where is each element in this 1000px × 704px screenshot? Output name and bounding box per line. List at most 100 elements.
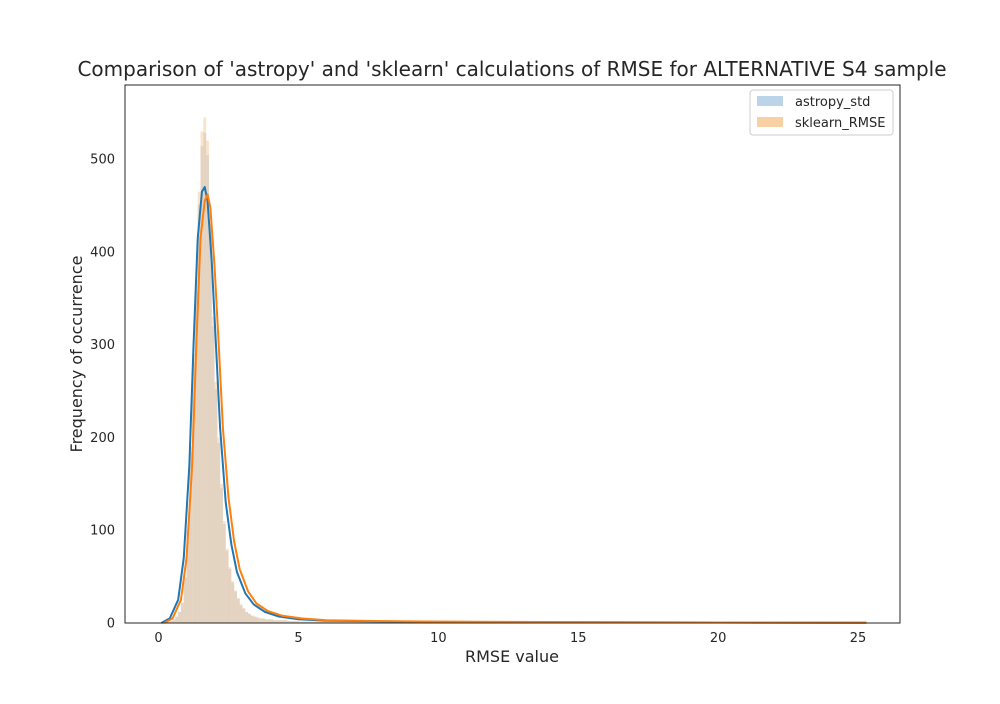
histogram-bar	[220, 483, 223, 623]
legend-label-astropy: astropy_std	[795, 95, 870, 110]
histogram-bar	[292, 621, 296, 623]
histogram-bar	[248, 613, 251, 623]
legend-box	[749, 89, 894, 136]
histogram-bar	[178, 611, 181, 623]
y-tick-label: 0	[107, 617, 115, 632]
histogram-bar	[180, 602, 184, 623]
histogram-bar	[270, 619, 274, 623]
histogram-bar	[312, 621, 316, 623]
histogram-bar	[346, 621, 349, 623]
y-axis-label: Frequency of occurrence	[67, 256, 86, 453]
histogram-bar	[225, 548, 229, 623]
histogram-bar	[351, 621, 355, 623]
kde-lines	[160, 186, 867, 624]
kde-line-sklearn_RMSE	[163, 193, 867, 624]
histogram-bar	[348, 621, 352, 623]
histogram-bar	[337, 621, 341, 623]
histogram-bar	[323, 621, 327, 623]
legend-swatch-astropy	[757, 96, 783, 106]
x-axis-label: RMSE value	[465, 647, 559, 666]
histogram-bar	[360, 621, 363, 623]
histogram-bar	[320, 621, 324, 623]
x-tick-label: 25	[850, 631, 867, 646]
histogram-bar	[256, 617, 260, 623]
x-tick-label: 10	[430, 631, 447, 646]
y-axis-ticks: 0 100 200 300 400 500	[90, 153, 115, 632]
x-tick-label: 0	[154, 631, 162, 646]
histogram-bar	[371, 621, 375, 623]
histogram-bar	[234, 590, 237, 623]
y-tick-label: 100	[90, 524, 115, 539]
x-tick-label: 20	[710, 631, 727, 646]
histogram-bar	[214, 381, 218, 623]
histogram-bar	[304, 621, 307, 623]
histogram-bar	[236, 597, 240, 623]
chart-title: Comparison of 'astropy' and 'sklearn' ca…	[77, 57, 946, 81]
histogram-bar	[354, 621, 358, 623]
histogram-bar	[306, 621, 310, 623]
histogram-bar	[309, 621, 313, 623]
histogram-bar	[228, 567, 232, 623]
histogram-bar	[290, 621, 293, 623]
histogram-bar	[343, 621, 347, 623]
histogram-bar	[368, 621, 372, 623]
histogram-bar	[259, 618, 263, 623]
histogram-bar	[245, 611, 249, 623]
y-tick-label: 400	[90, 245, 115, 260]
histogram-bar	[334, 621, 338, 623]
histogram-bar	[183, 576, 187, 623]
histogram-bar	[264, 619, 268, 623]
histogram-bar	[281, 620, 285, 623]
x-tick-label: 5	[294, 631, 302, 646]
histogram-bar	[186, 530, 190, 623]
histogram-bar	[194, 279, 198, 623]
histogram-bar	[301, 621, 305, 623]
histogram-bar	[376, 621, 380, 623]
histogram-bar	[222, 520, 226, 623]
histogram-bar	[211, 316, 215, 623]
x-tick-label: 15	[570, 631, 587, 646]
histogram-bar	[189, 446, 193, 623]
legend: astropy_std sklearn_RMSE	[749, 89, 894, 136]
histogram-bar	[242, 608, 246, 623]
plot-frame	[124, 84, 901, 624]
histogram-bar	[200, 131, 204, 623]
histogram-bar	[284, 620, 288, 623]
histogram-bar	[318, 621, 321, 623]
histogram-bar	[217, 437, 221, 623]
histogram-bar	[315, 621, 319, 623]
y-tick-label: 200	[90, 431, 115, 446]
histogram-bar	[262, 618, 265, 623]
histogram-bars	[164, 117, 867, 624]
histogram-bar	[362, 621, 366, 623]
histogram-bar	[329, 621, 333, 623]
histogram-bar	[278, 620, 282, 623]
histogram-bar	[332, 621, 335, 623]
legend-swatch-sklearn	[757, 117, 783, 127]
histogram-bar	[374, 621, 377, 623]
histogram-bar	[239, 604, 243, 623]
histogram-bar	[169, 621, 173, 623]
histogram-bar	[192, 354, 195, 623]
histogram-bar	[365, 621, 369, 623]
histogram-bar	[267, 619, 271, 623]
y-tick-label: 500	[90, 153, 115, 168]
histogram-bar	[273, 620, 277, 623]
histogram-bar	[287, 621, 291, 623]
y-tick-label: 300	[90, 338, 115, 353]
histogram-bar	[175, 616, 179, 623]
histogram-bar	[298, 621, 302, 623]
histogram-bar	[340, 621, 344, 623]
histogram-bar	[208, 224, 212, 623]
legend-label-sklearn: sklearn_RMSE	[795, 116, 885, 131]
histogram-bar	[231, 581, 235, 623]
histogram-bar	[203, 117, 207, 623]
histogram-bar	[172, 619, 176, 623]
histogram-bar	[253, 616, 257, 623]
histogram-bar	[250, 615, 254, 623]
histogram-bar	[295, 621, 299, 623]
histogram-bar	[326, 621, 330, 623]
x-axis-ticks: 0 5 10 15 20 25	[154, 631, 866, 646]
histogram-bar	[197, 191, 201, 624]
